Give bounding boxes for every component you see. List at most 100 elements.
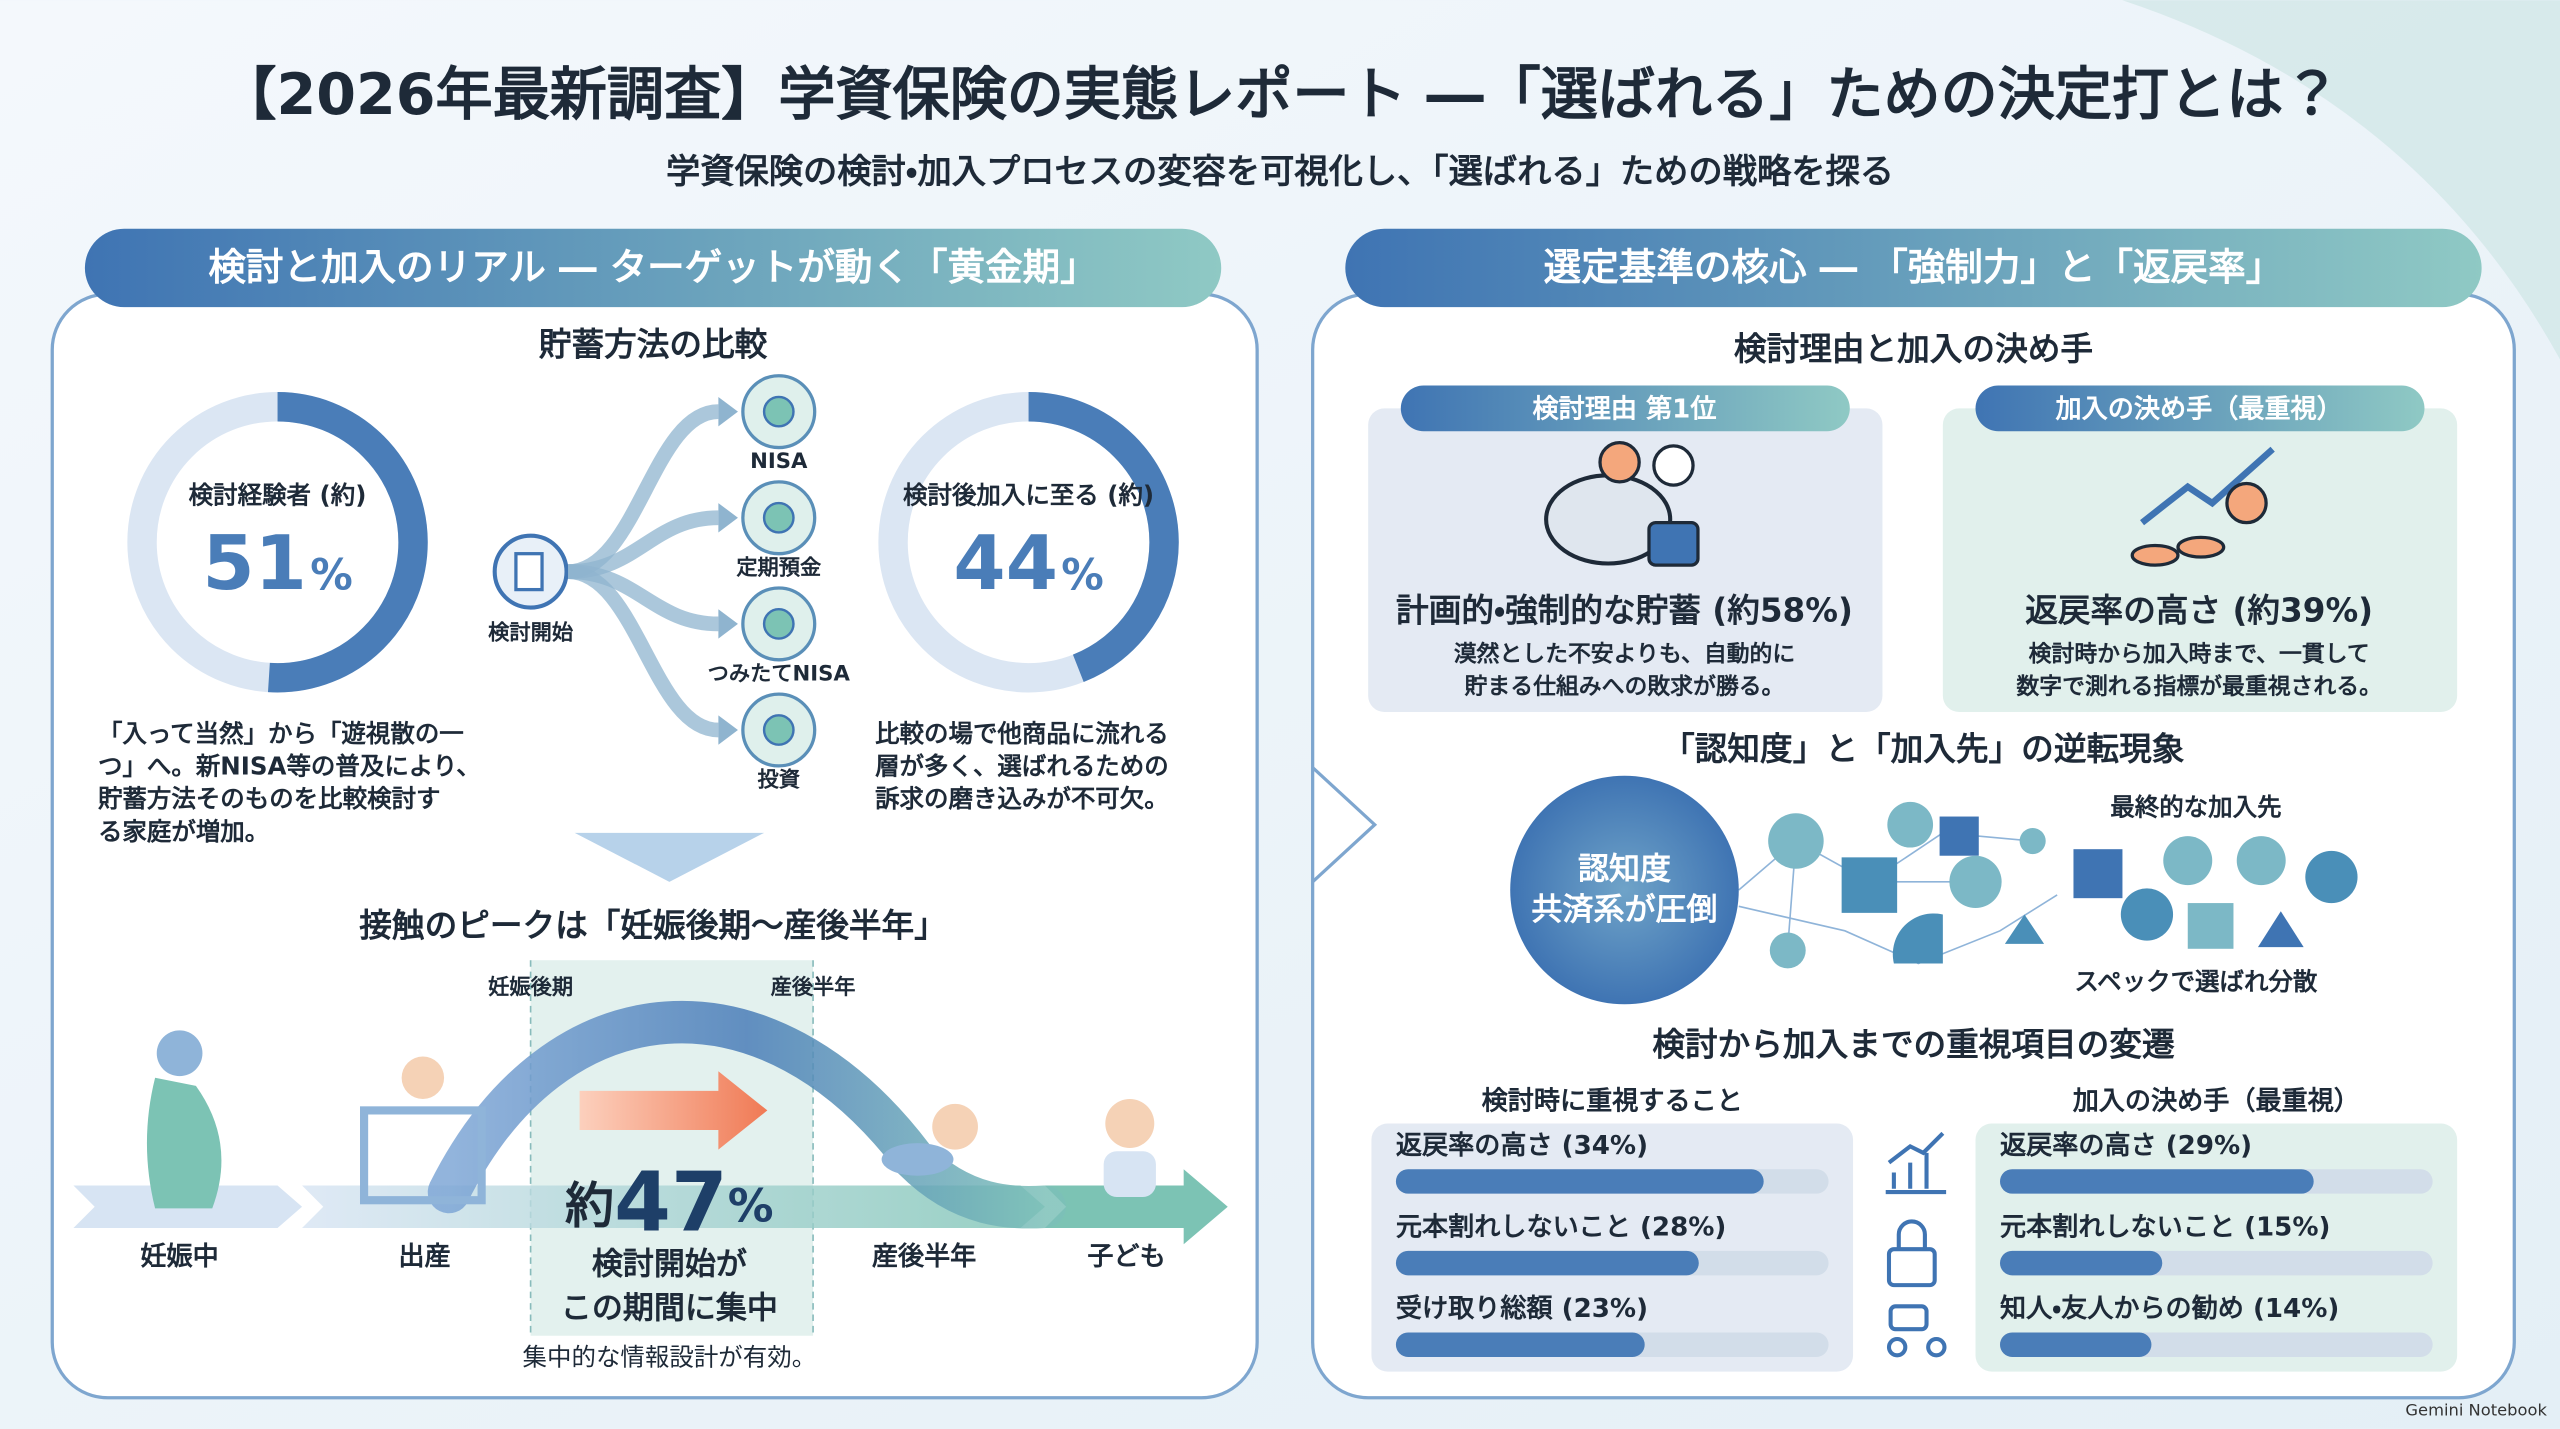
peak-value: 47 (614, 1156, 728, 1251)
option-label: NISA (750, 449, 808, 474)
card-headline: 返戻率の高さ (約39%) (2025, 591, 2373, 629)
bar (1395, 1169, 1764, 1194)
node (2236, 836, 2286, 886)
icon (146, 1077, 222, 1209)
icon (1105, 1098, 1155, 1148)
stage-label: 子ども (1087, 1242, 1165, 1272)
bar-label: 受け取り総額 (23%) (1396, 1293, 1648, 1324)
section-title: 検討から加入までの重視項目の変遷 (1652, 1026, 2175, 1064)
option-icon (762, 714, 795, 746)
circle-text: 共済系が圧倒 (1531, 892, 1717, 928)
icon (1926, 1336, 1947, 1358)
growth-icon (2130, 446, 2275, 567)
flow-arrowhead (718, 396, 738, 427)
option-icon (762, 501, 795, 534)
peak-note: 集中的な情報設計が有効。 (523, 1343, 817, 1372)
donut-value: 51 (202, 519, 307, 607)
mid-icons (1885, 1131, 1947, 1358)
node (1887, 801, 1934, 848)
node (1892, 913, 1943, 964)
donut-note: る家庭が増加。 (98, 817, 269, 846)
bar (1395, 1250, 1699, 1276)
wave (427, 1000, 1067, 1229)
timeline-band (302, 1185, 1045, 1228)
bar (2000, 1250, 2163, 1276)
card-headline: 計画的・強制的な貯蓄 (約58%) (1396, 591, 1853, 629)
flow-arrow (567, 564, 720, 738)
icon (1598, 441, 1641, 484)
stage-label: 産後半年 (872, 1241, 976, 1272)
card-line: 数字で測れる指標が最重視される。 (2016, 673, 2382, 700)
footer: Gemini Notebook (2405, 1400, 2547, 1419)
bar-label: 返戻率の高さ (29%) (2000, 1131, 2252, 1161)
badge (1400, 385, 1850, 432)
down-chevron (574, 832, 765, 882)
left-heading: 検討と加入のリアル ― ターゲットが動く「黄金期」 (208, 245, 1097, 289)
icon (1652, 444, 1695, 487)
bar-label: 元本割れしないこと (15%) (2000, 1212, 2330, 1242)
awareness-circle (1510, 775, 1739, 1005)
start-label: 検討開始 (488, 620, 574, 646)
left-heading-pill (84, 228, 1222, 308)
flow-arrowhead (718, 503, 738, 533)
donut-note: 「入って当然」から「遊視散の一 (98, 719, 464, 748)
circle-text: 認知度 (1578, 851, 1671, 887)
node (1841, 857, 1898, 913)
title: 【2026年最新調査】学資保険の実態レポート ―「選ばれる」ための決定打とは？ (219, 62, 2340, 128)
option-label: つみたてNISA (708, 662, 851, 687)
right-heading-pill (1345, 228, 2482, 308)
range-end: 産後半年 (771, 974, 856, 1000)
donut-unit: % (310, 552, 353, 601)
decor (2122, 0, 2560, 360)
network (1738, 801, 2358, 969)
badge (1975, 385, 2425, 432)
card-line: 検討時から加入時まで、一貫して (2029, 641, 2370, 667)
icon (401, 1056, 445, 1099)
icon (1885, 1131, 1947, 1195)
bar-label: 返戻率の高さ (34%) (1396, 1131, 1648, 1161)
icon (1888, 1304, 1929, 1332)
donut-note: 訴求の磨き込みが不可欠。 (875, 784, 1169, 813)
icon (1647, 521, 1700, 567)
node (2163, 836, 2213, 886)
section-title: 検討理由と加入の決め手 (1734, 330, 2093, 368)
node (1949, 855, 2002, 908)
caption: この期間に集中 (561, 1291, 778, 1327)
donut-label: 検討経験者 (約) (189, 481, 367, 510)
bar-label: 元本割れしないこと (28%) (1396, 1212, 1726, 1242)
final-label: 最終的な加入先 (2110, 792, 2281, 821)
icon (2140, 446, 2275, 526)
bar (2000, 1169, 2314, 1194)
option-label: 投資 (758, 767, 801, 793)
donut-note: 貯蓄方法そのものを比較検討す (98, 784, 441, 813)
icon (2176, 535, 2226, 559)
donut-value: 44 (953, 519, 1058, 607)
donut-note: つ」へ。新NISA等の普及により、 (98, 752, 481, 781)
subtitle: 学資保険の検討・加入プロセスの変容を可視化し、「選ばれる」ための戦略を探る (666, 152, 1894, 192)
icon (881, 1143, 954, 1176)
flow-arrowhead (718, 609, 738, 639)
option-icon (762, 395, 795, 428)
stage-label: 出産 (398, 1242, 450, 1272)
card-line: 貯まる仕組みへの敗求が勝る。 (1465, 673, 1785, 700)
node (2305, 850, 2358, 904)
prefix: 約 (565, 1177, 614, 1234)
donuts: 検討経験者 (約) 51 % 「入って当然」から「遊視散の一つ」へ。新NISA等の普及… (98, 392, 1179, 846)
icon (1896, 1219, 1927, 1250)
node (1769, 932, 1806, 969)
reason-card (1942, 408, 2458, 713)
section-title: 「認知度」と「加入先」の逆転現象 (1662, 730, 2185, 768)
group-title: 検討時に重視すること (1482, 1087, 1743, 1117)
icon (2225, 481, 2268, 525)
badge-text: 検討理由 第1位 (1533, 394, 1717, 425)
donut-arc (127, 392, 428, 693)
node (2073, 849, 2123, 899)
node (2120, 888, 2174, 941)
stages: 妊娠中 出産 産後半年 子ども (140, 1241, 1165, 1272)
donut-unit: % (1061, 552, 1104, 601)
bar-label: 知人・友人からの勧め (14%) (2000, 1294, 2339, 1324)
